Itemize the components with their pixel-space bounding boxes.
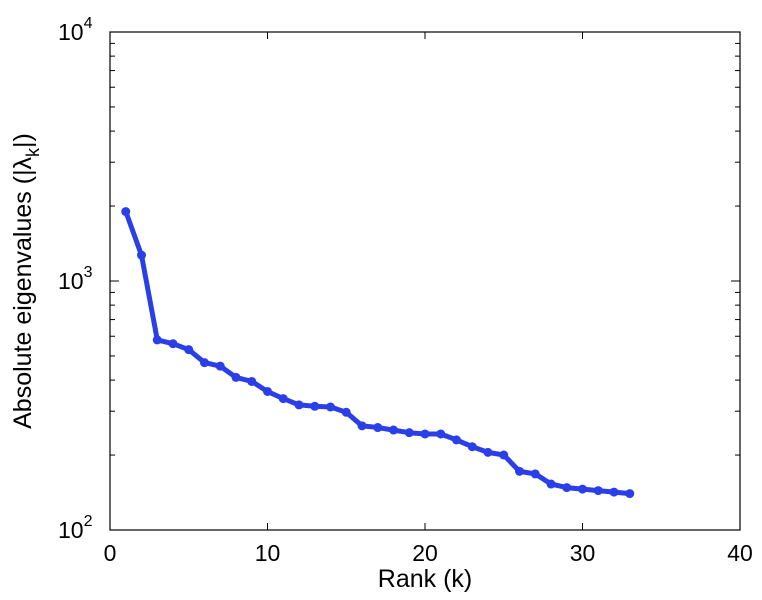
y-axis-label-subscript: k (23, 147, 43, 157)
plot-area (109, 31, 741, 531)
data-point (247, 376, 257, 386)
data-point (562, 483, 572, 493)
data-point (341, 407, 351, 417)
data-point (263, 386, 272, 396)
data-point (152, 335, 162, 345)
data-point (137, 250, 146, 260)
data-point (452, 435, 461, 445)
y-tick-label: 103 (58, 264, 93, 294)
data-point (404, 428, 414, 438)
data-series (121, 207, 635, 499)
data-point (499, 450, 509, 460)
data-point (546, 479, 556, 489)
x-tick-label: 20 (412, 540, 438, 566)
data-point (184, 345, 194, 355)
axis-ticks: 0 10 20 30 40 102 103 104 (58, 15, 753, 566)
x-tick-label: 0 (104, 540, 117, 566)
data-point (593, 486, 603, 496)
data-point (578, 484, 587, 494)
x-tick-label: 30 (570, 540, 596, 566)
data-point (436, 429, 446, 439)
data-point (625, 489, 635, 499)
y-axis-label: Absolute eigenvalues (|λk|) (9, 133, 43, 429)
data-point (515, 466, 524, 476)
x-tick-label: 40 (727, 540, 753, 566)
data-point (231, 372, 241, 382)
data-point (530, 469, 540, 479)
data-point (121, 207, 131, 217)
data-point (420, 429, 430, 439)
data-point (373, 423, 383, 433)
x-axis-label: Rank (k) (378, 565, 472, 593)
y-tick-label: 104 (58, 15, 93, 45)
data-point (310, 401, 320, 411)
data-point (278, 394, 288, 404)
data-point (389, 425, 398, 435)
data-point (609, 487, 619, 497)
data-point (326, 402, 335, 412)
data-point (200, 358, 209, 368)
y-axis-label-end: |) (9, 133, 37, 148)
data-point (294, 400, 304, 410)
x-tick-label: 10 (255, 540, 281, 566)
y-axis-label-main: Absolute eigenvalues (|λ (9, 156, 37, 428)
data-point (483, 447, 493, 457)
data-point (168, 339, 178, 349)
data-point (215, 361, 225, 371)
data-point (357, 421, 367, 431)
y-tick-label: 102 (58, 513, 93, 543)
data-point (467, 442, 477, 452)
